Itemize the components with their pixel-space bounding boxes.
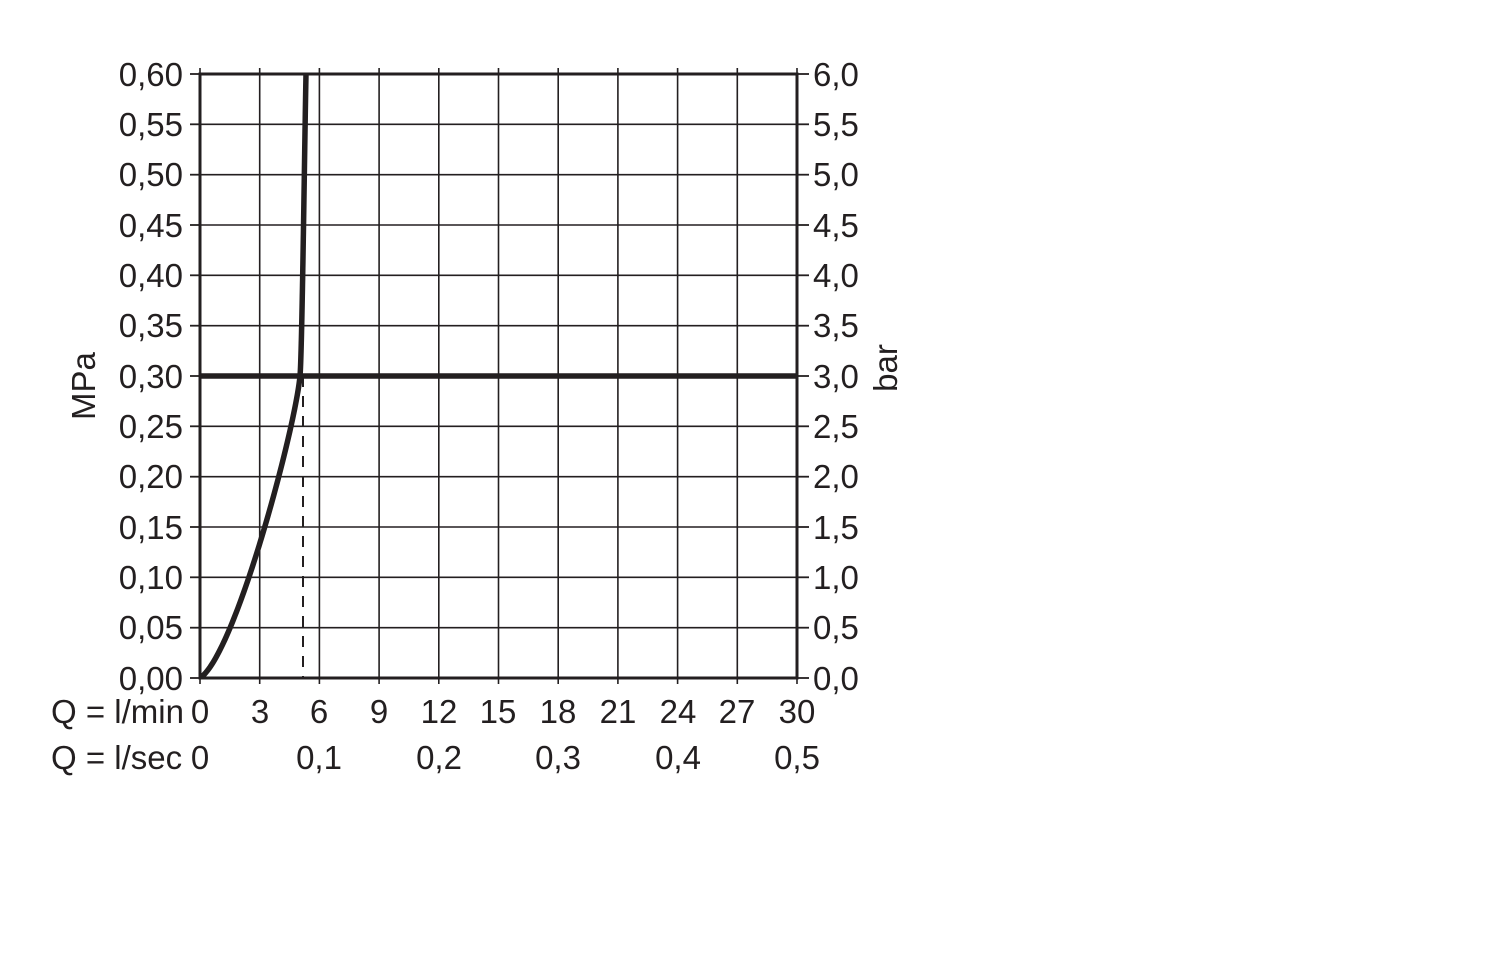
svg-text:Q = l/min: Q = l/min	[51, 693, 184, 730]
svg-text:4,0: 4,0	[813, 257, 859, 294]
svg-text:21: 21	[600, 693, 637, 730]
svg-text:15: 15	[480, 693, 517, 730]
svg-text:0,5: 0,5	[774, 739, 820, 776]
svg-text:MPa: MPa	[65, 351, 102, 420]
svg-text:2,0: 2,0	[813, 458, 859, 495]
svg-text:0,2: 0,2	[416, 739, 462, 776]
svg-text:Q = l/sec: Q = l/sec	[51, 739, 182, 776]
svg-text:0,4: 0,4	[655, 739, 701, 776]
svg-text:6: 6	[310, 693, 328, 730]
svg-text:0,35: 0,35	[119, 307, 183, 344]
svg-text:bar: bar	[867, 344, 904, 392]
svg-text:1,0: 1,0	[813, 559, 859, 596]
svg-text:12: 12	[421, 693, 458, 730]
svg-text:0,5: 0,5	[813, 609, 859, 646]
svg-text:0,1: 0,1	[296, 739, 342, 776]
svg-text:2,5: 2,5	[813, 408, 859, 445]
svg-text:0: 0	[191, 739, 209, 776]
svg-text:3: 3	[251, 693, 269, 730]
svg-text:0,00: 0,00	[119, 660, 183, 697]
svg-text:5,5: 5,5	[813, 106, 859, 143]
svg-text:5,0: 5,0	[813, 156, 859, 193]
svg-text:0,10: 0,10	[119, 559, 183, 596]
svg-text:9: 9	[370, 693, 388, 730]
svg-text:0,45: 0,45	[119, 207, 183, 244]
svg-text:0,20: 0,20	[119, 458, 183, 495]
svg-text:0,3: 0,3	[535, 739, 581, 776]
svg-text:6,0: 6,0	[813, 56, 859, 93]
svg-text:0,40: 0,40	[119, 257, 183, 294]
svg-text:18: 18	[540, 693, 577, 730]
svg-text:4,5: 4,5	[813, 207, 859, 244]
svg-text:0,0: 0,0	[813, 660, 859, 697]
svg-text:0: 0	[191, 693, 209, 730]
svg-text:0,15: 0,15	[119, 509, 183, 546]
svg-text:0,60: 0,60	[119, 56, 183, 93]
svg-text:3,5: 3,5	[813, 307, 859, 344]
svg-text:1,5: 1,5	[813, 509, 859, 546]
svg-text:0,05: 0,05	[119, 609, 183, 646]
svg-text:24: 24	[660, 693, 697, 730]
svg-text:0,30: 0,30	[119, 358, 183, 395]
svg-text:0,50: 0,50	[119, 156, 183, 193]
svg-text:0,55: 0,55	[119, 106, 183, 143]
svg-text:0,25: 0,25	[119, 408, 183, 445]
svg-text:30: 30	[779, 693, 816, 730]
svg-text:27: 27	[719, 693, 756, 730]
svg-text:3,0: 3,0	[813, 358, 859, 395]
